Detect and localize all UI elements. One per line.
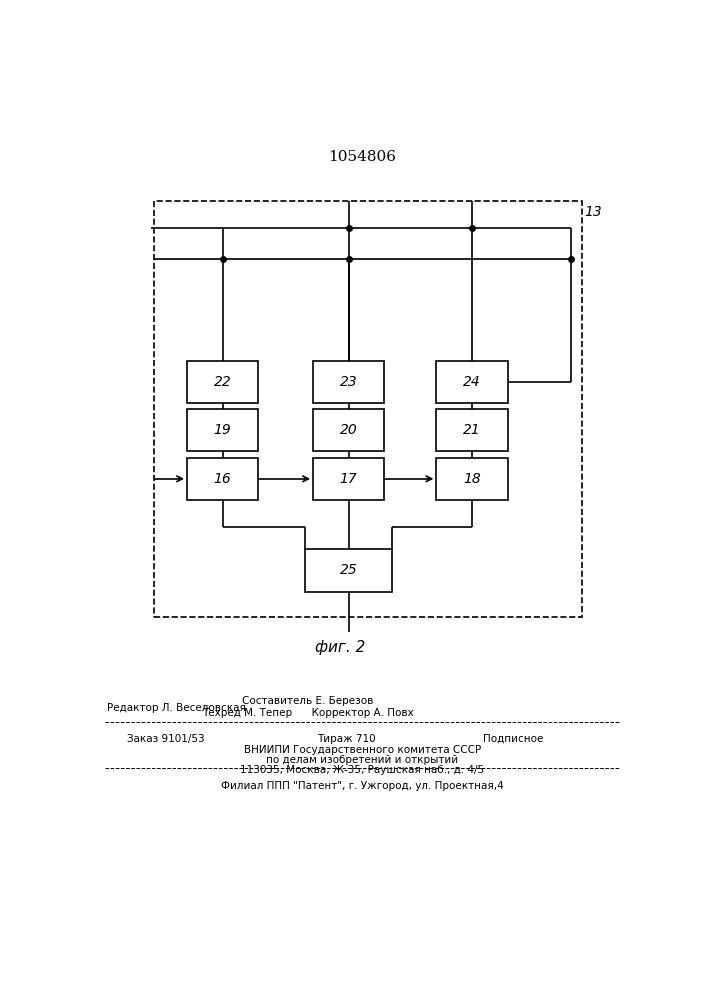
Text: 23: 23: [340, 375, 358, 389]
FancyBboxPatch shape: [436, 361, 508, 403]
Text: Подписное: Подписное: [483, 734, 543, 744]
FancyBboxPatch shape: [436, 458, 508, 500]
Text: Тираж 710: Тираж 710: [317, 734, 375, 744]
Text: Составитель Е. Березов: Составитель Е. Березов: [242, 696, 373, 706]
FancyBboxPatch shape: [436, 409, 508, 451]
Text: Редактор Л. Веселовская: Редактор Л. Веселовская: [107, 703, 245, 713]
FancyBboxPatch shape: [313, 409, 385, 451]
Text: 22: 22: [214, 375, 231, 389]
FancyBboxPatch shape: [187, 361, 258, 403]
Text: Техред М. Тепер      Корректор А. Повх: Техред М. Тепер Корректор А. Повх: [201, 708, 414, 718]
Text: Филиал ППП "Патент", г. Ужгород, ул. Проектная,4: Филиал ППП "Патент", г. Ужгород, ул. Про…: [221, 781, 503, 791]
FancyBboxPatch shape: [187, 409, 258, 451]
Text: по делам изобретений и открытий: по делам изобретений и открытий: [267, 755, 458, 765]
Text: 19: 19: [214, 423, 231, 437]
FancyBboxPatch shape: [305, 549, 392, 592]
Text: 20: 20: [340, 423, 358, 437]
Text: ВНИИПИ Государственного комитета СССР: ВНИИПИ Государственного комитета СССР: [244, 745, 481, 755]
Text: Заказ 9101/53: Заказ 9101/53: [127, 734, 204, 744]
Text: 16: 16: [214, 472, 231, 486]
FancyBboxPatch shape: [187, 458, 258, 500]
Text: 25: 25: [340, 563, 358, 577]
Text: 17: 17: [340, 472, 358, 486]
Text: фиг. 2: фиг. 2: [315, 640, 366, 655]
Text: 18: 18: [463, 472, 481, 486]
Text: 1054806: 1054806: [328, 150, 397, 164]
Text: 24: 24: [463, 375, 481, 389]
FancyBboxPatch shape: [313, 361, 385, 403]
Text: 21: 21: [463, 423, 481, 437]
Text: 113035, Москва, Ж-35, Раушская наб., д. 4/5: 113035, Москва, Ж-35, Раушская наб., д. …: [240, 765, 484, 775]
Text: 13: 13: [584, 205, 602, 219]
FancyBboxPatch shape: [313, 458, 385, 500]
